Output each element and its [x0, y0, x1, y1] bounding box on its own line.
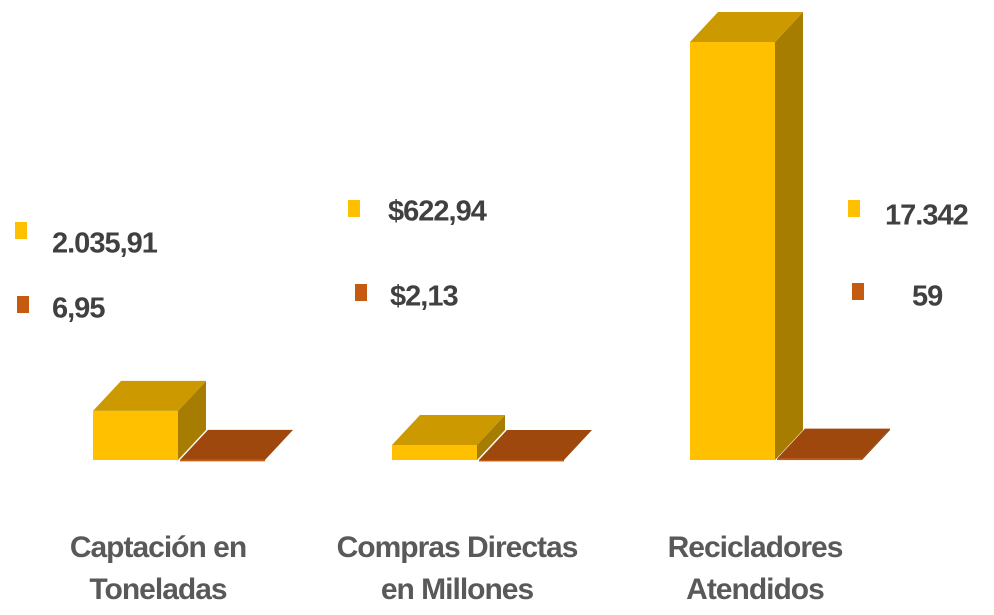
legend-swatch: [355, 284, 367, 301]
bar-top: [180, 429, 293, 460]
value-label: 17.342: [885, 200, 968, 232]
legend-swatch: [17, 296, 29, 313]
value-label: $2,13: [390, 281, 458, 313]
value-label: 2.035,91: [52, 228, 158, 260]
bar: [777, 428, 890, 461]
bar-side: [178, 380, 206, 460]
bar-side: [265, 429, 293, 460]
bar-front: [777, 458, 862, 461]
legend-swatch: [348, 200, 360, 217]
bar-front: [93, 410, 178, 460]
bar-top: [392, 414, 505, 445]
legend-swatch: [15, 222, 27, 239]
bar-side: [477, 414, 505, 460]
bar: [690, 12, 803, 460]
bar: [392, 414, 505, 460]
bar-top: [690, 12, 803, 42]
bar: [180, 429, 293, 462]
value-label: 6,95: [52, 293, 105, 325]
category-label: Recicladores Atendidos: [667, 531, 844, 606]
category-label: Compras Directas en Millones: [336, 531, 579, 606]
bar-side: [775, 12, 803, 460]
bar-side: [564, 429, 592, 460]
bar-top: [93, 380, 206, 411]
bar-side: [862, 428, 890, 460]
bar: [479, 429, 592, 462]
value-label: 59: [912, 281, 943, 313]
bar-front: [392, 444, 477, 460]
bar: [93, 380, 206, 460]
category-label: Captación en Toneladas: [69, 531, 247, 606]
legend-swatch: [848, 200, 860, 217]
bar-top: [777, 428, 890, 459]
bar-top: [479, 429, 592, 460]
bar-front: [180, 459, 265, 462]
bar-front: [690, 42, 775, 460]
value-label: $622,94: [388, 196, 487, 228]
legend-swatch: [852, 283, 864, 300]
bar-front: [479, 459, 564, 462]
